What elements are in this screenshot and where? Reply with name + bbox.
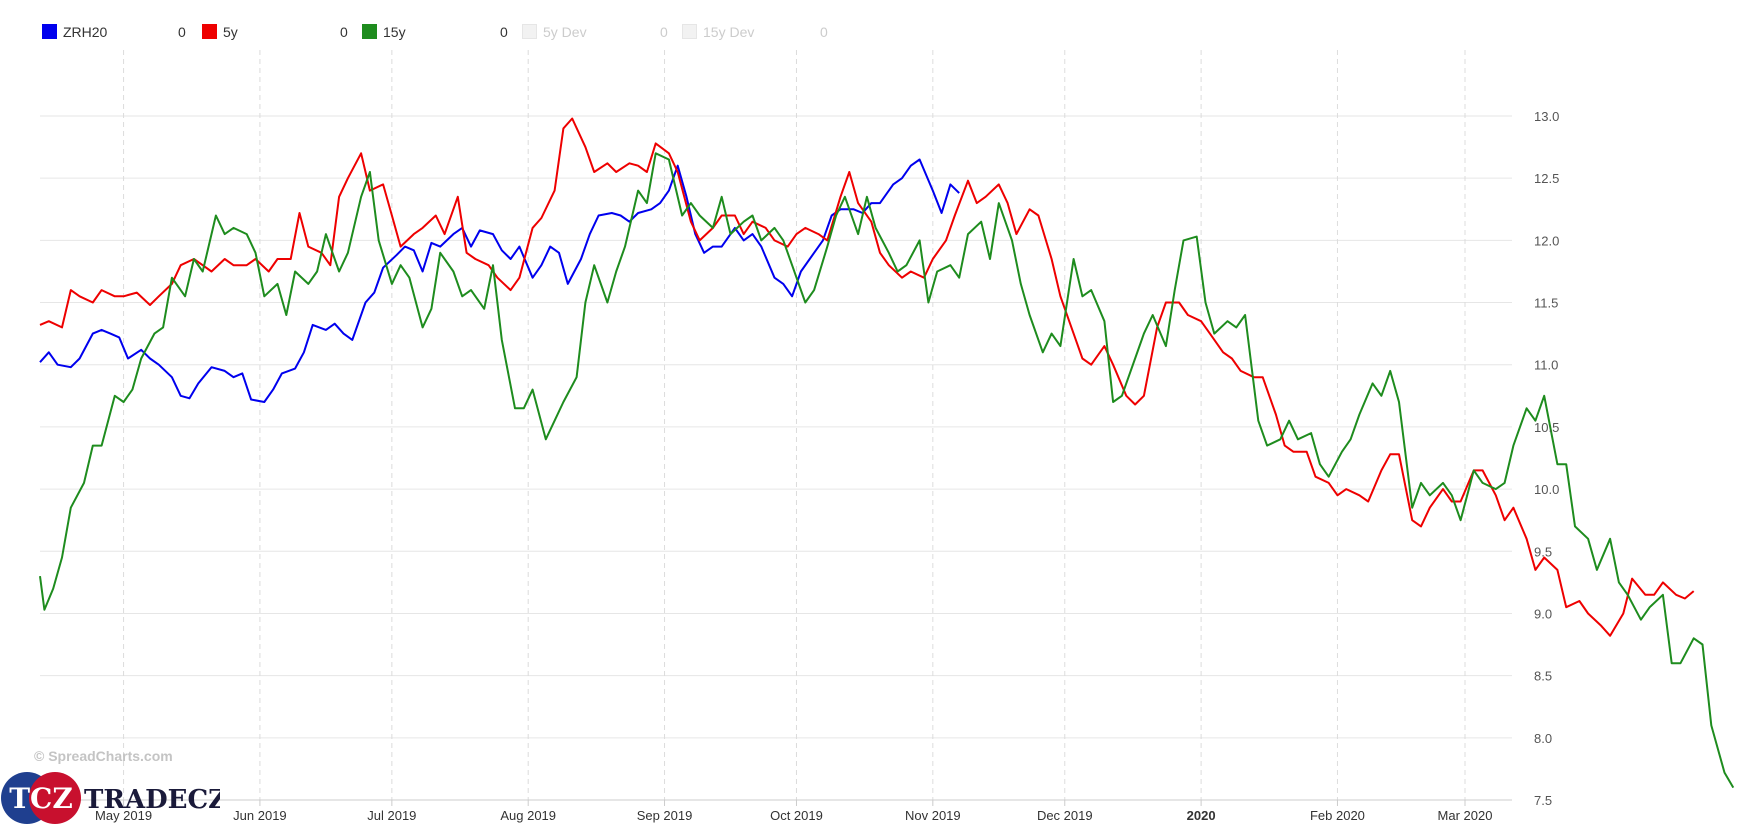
x-tick-label: Dec 2019	[1037, 808, 1093, 823]
y-tick-label: 10.0	[1534, 482, 1559, 497]
watermark: © SpreadCharts.com	[34, 748, 173, 764]
x-tick-label: Oct 2019	[770, 808, 823, 823]
y-tick-label: 13.0	[1534, 109, 1559, 124]
legend-label-zrh20: ZRH20	[63, 24, 108, 40]
x-axis: May 2019 Jun 2019 Jul 2019 Aug 2019 Sep 2019…	[40, 799, 1512, 823]
y-tick-label: 7.5	[1534, 793, 1552, 808]
legend-value-5y: 0	[340, 24, 348, 40]
legend-swatch-15y	[362, 24, 377, 39]
y-tick-label: 11.0	[1534, 358, 1558, 373]
logo-circle-red	[29, 772, 81, 824]
y-tick-label: 11.5	[1534, 296, 1558, 311]
logo-mark: TCZ	[9, 782, 73, 815]
series-line-zrh20[interactable]	[39, 158, 960, 403]
legend-swatch-5y-dev	[522, 24, 537, 39]
y-tick-label: 9.0	[1534, 606, 1552, 621]
logo-text: TRADECZ	[84, 785, 220, 815]
legend-label-15y: 15y	[383, 24, 406, 40]
y-tick-label: 8.5	[1534, 669, 1552, 684]
x-tick-label: 2020	[1187, 808, 1216, 823]
legend-value-15y: 0	[500, 24, 508, 40]
legend-swatch-zrh20	[42, 24, 57, 39]
legend-value-zrh20: 0	[178, 24, 186, 40]
y-tick-label: 9.5	[1534, 544, 1552, 559]
x-tick-label: Nov 2019	[905, 808, 961, 823]
y-axis: 7.5 8.0 8.5 9.0 9.5 10.0 10.5 11.0 11.5 12.0 12.5 1…	[1534, 109, 1559, 808]
series-line-15y[interactable]	[39, 152, 1735, 789]
chart-series	[39, 117, 1735, 789]
legend-label-5y: 5y	[223, 24, 238, 40]
x-tick-label: Mar 2020	[1438, 808, 1493, 823]
legend-swatch-15y-dev	[682, 24, 697, 39]
legend-swatch-5y	[202, 24, 217, 39]
y-tick-label: 12.0	[1534, 233, 1559, 248]
x-tick-label: Aug 2019	[500, 808, 556, 823]
legend-label-5y-dev: 5y Dev	[543, 24, 587, 40]
x-tick-label: Feb 2020	[1310, 808, 1365, 823]
y-tick-label: 12.5	[1534, 171, 1559, 186]
x-tick-label: May 2019	[95, 808, 152, 823]
y-tick-label: 10.5	[1534, 420, 1559, 435]
x-tick-label: Jul 2019	[367, 808, 416, 823]
x-tick-label: Jun 2019	[233, 808, 287, 823]
x-tick-label: Sep 2019	[637, 808, 693, 823]
tradecz-logo: TCZ TRADECZ	[1, 772, 220, 824]
y-tick-label: 8.0	[1534, 731, 1552, 746]
legend-label-15y-dev: 15y Dev	[703, 24, 755, 40]
legend-value-5y-dev: 0	[660, 24, 668, 40]
legend-value-15y-dev: 0	[820, 24, 828, 40]
